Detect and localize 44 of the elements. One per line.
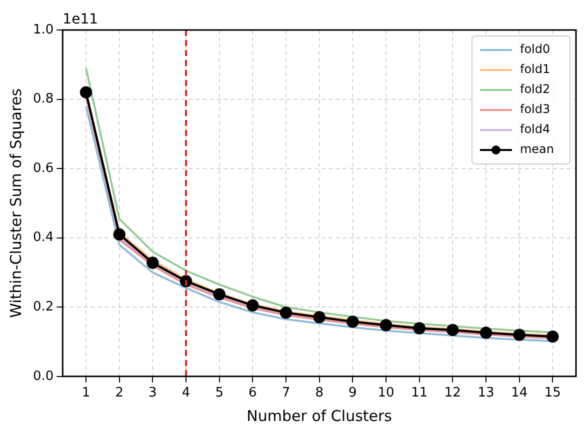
point bbox=[113, 228, 126, 240]
y-tick-label: 0.0 bbox=[32, 368, 54, 384]
legend-label: mean bbox=[520, 142, 554, 156]
legend-label: fold4 bbox=[520, 122, 550, 136]
point bbox=[513, 328, 526, 341]
x-tick-label: 14 bbox=[511, 386, 528, 401]
y-axis-title: Within-Cluster Sum of Squares bbox=[6, 88, 25, 318]
x-tick-label: 4 bbox=[182, 386, 190, 401]
x-tick-label: 15 bbox=[544, 386, 561, 401]
x-tick-label: 7 bbox=[282, 386, 290, 401]
x-tick-label: 2 bbox=[115, 386, 124, 401]
legend-label: fold1 bbox=[520, 62, 550, 76]
point bbox=[213, 288, 226, 300]
point bbox=[346, 316, 359, 328]
y-tick-label: 0.6 bbox=[32, 160, 54, 176]
point bbox=[146, 256, 159, 269]
y-tick-label: 0.2 bbox=[32, 299, 54, 314]
point bbox=[446, 324, 459, 336]
point bbox=[480, 326, 492, 339]
legend-label: fold3 bbox=[520, 102, 550, 116]
x-tick-label: 12 bbox=[444, 386, 461, 401]
x-tick-label: 5 bbox=[215, 386, 224, 401]
x-tick-label: 1 bbox=[82, 386, 90, 401]
x-tick-label: 6 bbox=[248, 386, 257, 401]
point bbox=[380, 319, 392, 332]
point bbox=[246, 299, 259, 312]
x-tick-label: 3 bbox=[148, 386, 157, 401]
x-tick-label: 13 bbox=[478, 386, 494, 401]
text: 1e11 bbox=[62, 12, 98, 28]
x-tick-label: 8 bbox=[315, 386, 324, 401]
x-tick-label: 9 bbox=[348, 386, 357, 401]
point bbox=[413, 322, 426, 334]
y-tick-label: 0.4 bbox=[32, 230, 54, 246]
legend-label: fold0 bbox=[520, 42, 550, 56]
point bbox=[280, 306, 292, 319]
x-tick-label: 11 bbox=[411, 386, 428, 401]
point bbox=[546, 330, 559, 343]
legend-label: fold2 bbox=[520, 82, 550, 96]
y-tick-label: 0.8 bbox=[32, 92, 54, 107]
point bbox=[313, 311, 326, 324]
x-axis-title: Number of Clusters bbox=[246, 406, 392, 425]
point bbox=[80, 86, 92, 98]
x-tick-label: 10 bbox=[378, 386, 394, 401]
y-tick-label: 1.0 bbox=[32, 22, 54, 38]
